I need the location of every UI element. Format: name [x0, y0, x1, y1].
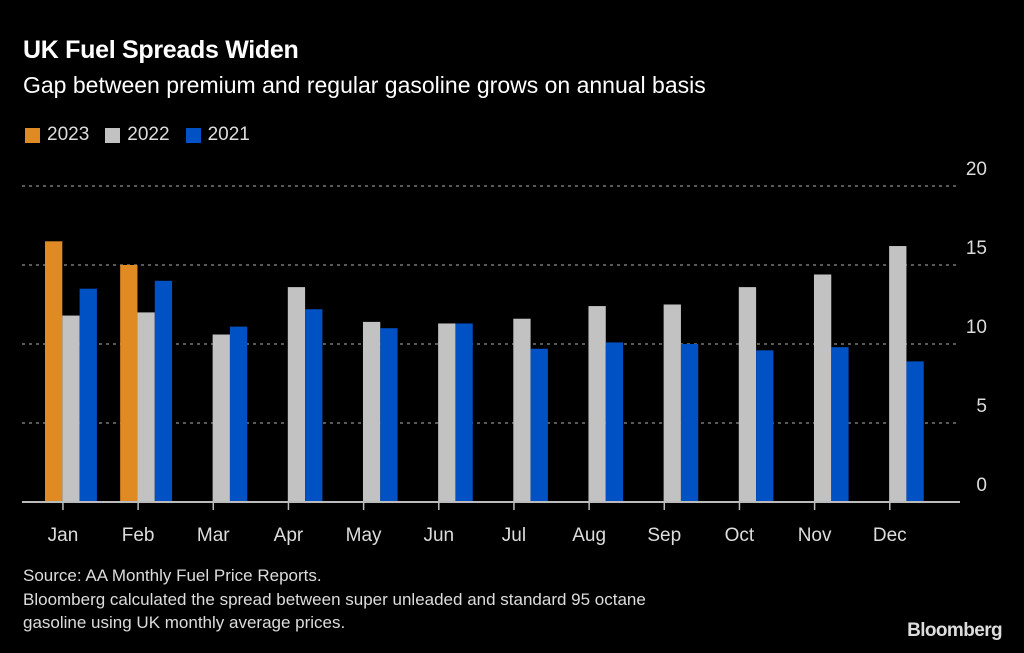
bar-2021-aug — [605, 342, 624, 502]
bar-2022-apr — [287, 287, 306, 502]
legend-swatch-2023 — [25, 127, 40, 143]
bar-2021-sep — [680, 344, 699, 502]
bar-2022-dec — [889, 246, 907, 502]
legend-item-2023: 2023 — [25, 124, 89, 146]
bar-2022-jul — [513, 318, 531, 502]
x-tick-label-sep: Sep — [647, 525, 681, 546]
methodology-note-line2: gasoline using UK monthly average prices… — [23, 613, 346, 632]
x-tick-label-jan: Jan — [48, 525, 79, 546]
bar-2022-sep — [663, 304, 681, 502]
x-tick-label-aug: Aug — [572, 525, 606, 546]
bar-2022-jun — [438, 323, 456, 502]
x-tick-label-mar: Mar — [197, 525, 230, 546]
bar-2021-jan — [79, 288, 97, 502]
bar-2022-aug — [588, 306, 606, 502]
legend-label-2022: 2022 — [127, 124, 170, 145]
bar-2021-jul — [530, 348, 548, 502]
legend-item-2022: 2022 — [105, 124, 170, 146]
chart-title: UK Fuel Spreads Widen — [23, 36, 299, 64]
source-note: Source: AA Monthly Fuel Price Reports. — [23, 566, 322, 585]
legend-swatch-2022 — [105, 127, 121, 143]
bar-2023-feb — [120, 265, 138, 502]
bar-2021-nov — [831, 347, 849, 502]
bar-2022-mar — [212, 334, 230, 502]
methodology-note-line1: Bloomberg calculated the spread between … — [23, 590, 646, 609]
x-tick-label-dec: Dec — [873, 525, 907, 546]
legend-swatch-2021 — [185, 127, 201, 143]
y-tick-label-20: 20 — [966, 159, 987, 180]
bar-2023-jan — [45, 241, 63, 503]
legend: 2023 2022 2021 — [25, 124, 250, 146]
x-tick-label-feb: Feb — [122, 525, 155, 546]
bar-2021-apr — [305, 309, 323, 502]
bar-2022-may — [362, 321, 381, 502]
x-tick-label-nov: Nov — [798, 525, 832, 546]
bar-2022-nov — [813, 274, 832, 502]
x-tick-label-apr: Apr — [274, 525, 304, 546]
bar-2021-feb — [154, 280, 173, 502]
bar-2022-oct — [738, 287, 757, 502]
legend-label-2023: 2023 — [47, 124, 90, 145]
x-tick-label-oct: Oct — [725, 525, 755, 546]
bar-2021-jun — [455, 323, 473, 502]
bar-2021-oct — [756, 350, 774, 502]
chart-subtitle: Gap between premium and regular gasoline… — [23, 72, 706, 98]
legend-item-2021: 2021 — [185, 124, 250, 146]
bar-2021-mar — [229, 326, 248, 502]
bar-2022-feb — [137, 312, 155, 502]
y-tick-label-5: 5 — [976, 396, 987, 417]
legend-label-2021: 2021 — [207, 124, 250, 145]
y-tick-label-15: 15 — [966, 238, 987, 259]
y-tick-label-0: 0 — [976, 475, 987, 496]
y-tick-label-10: 10 — [966, 317, 987, 338]
bar-2021-dec — [906, 361, 924, 502]
x-tick-label-jun: Jun — [423, 525, 454, 546]
x-tick-label-jul: Jul — [502, 525, 526, 546]
x-tick-label-may: May — [346, 525, 382, 546]
bloomberg-logo: Bloomberg — [907, 620, 1002, 641]
bar-2022-jan — [62, 315, 80, 502]
bar-2021-may — [380, 328, 398, 502]
